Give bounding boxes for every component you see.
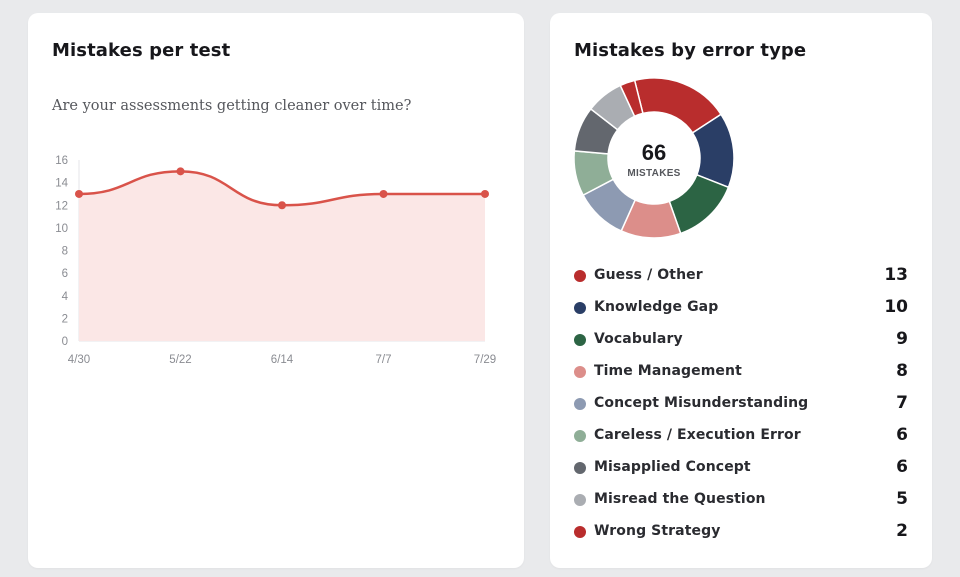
legend-item: Vocabulary 9 xyxy=(574,327,908,359)
legend-dot-icon xyxy=(574,334,586,346)
mistakes-line-chart: 0 2 4 6 8 10 12 14 16 4/30 5/22 6/14 7/7 7/29 xyxy=(55,155,496,366)
legend-dot-icon xyxy=(574,462,586,474)
y-tick-label: 10 xyxy=(55,223,68,235)
data-point xyxy=(278,201,286,210)
y-tick-label: 14 xyxy=(55,178,68,190)
data-point xyxy=(481,189,489,198)
legend-value: 13 xyxy=(884,265,908,285)
donut-total-label: MISTAKES xyxy=(627,168,680,179)
legend-item: Guess / Other 13 xyxy=(574,263,908,295)
legend-label: Wrong Strategy xyxy=(594,523,721,539)
donut-slices xyxy=(573,77,735,239)
y-tick-label: 8 xyxy=(62,246,68,258)
x-axis: 4/30 5/22 6/14 7/7 7/29 xyxy=(68,340,496,366)
x-tick-label: 5/22 xyxy=(169,354,191,366)
data-point xyxy=(75,189,83,198)
legend-dot-icon xyxy=(574,366,586,378)
legend-item: Concept Misunderstanding 7 xyxy=(574,391,908,423)
data-point xyxy=(379,189,388,198)
y-tick-label: 0 xyxy=(62,336,68,348)
x-tick-label: 4/30 xyxy=(68,354,90,366)
legend-label: Knowledge Gap xyxy=(594,299,719,315)
donut-total: 66 xyxy=(642,140,666,165)
legend-item: Careless / Execution Error 6 xyxy=(574,423,908,455)
mistakes-by-error-type-card: Mistakes by error type 66 MISTAKES Guess… xyxy=(550,13,932,568)
y-tick-label: 6 xyxy=(62,268,68,280)
donut-slice xyxy=(619,79,644,118)
legend-item: Knowledge Gap 10 xyxy=(574,295,908,327)
x-tick-label: 6/14 xyxy=(271,354,294,366)
legend-label: Misapplied Concept xyxy=(594,459,751,475)
y-tick-label: 4 xyxy=(62,291,69,303)
card-title: Mistakes by error type xyxy=(574,40,807,61)
error-type-donut-chart: 66 MISTAKES xyxy=(573,77,735,239)
legend-dot-icon xyxy=(574,494,586,506)
legend-label: Concept Misunderstanding xyxy=(594,395,809,411)
legend-value: 5 xyxy=(896,489,908,509)
legend-dot-icon xyxy=(574,526,586,538)
data-point xyxy=(176,167,185,176)
error-type-legend: Guess / Other 13 Knowledge Gap 10 Vocabulary… xyxy=(574,263,908,551)
legend-label: Misread the Question xyxy=(594,491,766,507)
legend-dot-icon xyxy=(574,270,586,282)
card-subtitle: Are your assessments getting cleaner ove… xyxy=(52,98,412,114)
mistakes-per-test-card: Mistakes per test Are your assessments g… xyxy=(28,13,524,568)
x-tick-label: 7/7 xyxy=(376,354,392,366)
legend-label: Time Management xyxy=(594,363,742,379)
y-axis: 0 2 4 6 8 10 12 14 16 xyxy=(55,155,80,348)
legend-dot-icon xyxy=(574,302,586,314)
y-tick-label: 2 xyxy=(62,313,68,325)
card-title: Mistakes per test xyxy=(52,40,231,61)
legend-dot-icon xyxy=(574,430,586,442)
legend-item: Misread the Question 5 xyxy=(574,487,908,519)
legend-item: Wrong Strategy 2 xyxy=(574,519,908,551)
legend-value: 6 xyxy=(896,425,908,445)
legend-label: Careless / Execution Error xyxy=(594,427,801,443)
legend-value: 7 xyxy=(896,393,908,413)
legend-value: 2 xyxy=(896,521,908,541)
legend-label: Guess / Other xyxy=(594,267,703,283)
legend-value: 6 xyxy=(896,457,908,477)
legend-value: 10 xyxy=(884,297,908,317)
legend-value: 8 xyxy=(896,361,908,381)
area-fill xyxy=(79,171,485,341)
legend-item: Misapplied Concept 6 xyxy=(574,455,908,487)
legend-label: Vocabulary xyxy=(594,331,683,347)
y-tick-label: 12 xyxy=(55,200,68,212)
legend-value: 9 xyxy=(896,329,908,349)
legend-dot-icon xyxy=(574,398,586,410)
y-tick-label: 16 xyxy=(55,155,68,167)
x-tick-label: 7/29 xyxy=(474,354,496,366)
legend-item: Time Management 8 xyxy=(574,359,908,391)
data-points xyxy=(75,167,489,210)
